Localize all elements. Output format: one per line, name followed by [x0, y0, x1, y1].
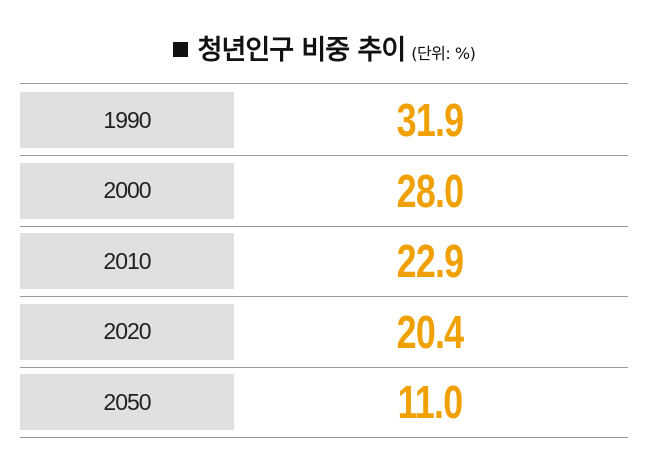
year-cell: 2020 — [20, 303, 234, 360]
value-cell: 31.9 — [396, 94, 464, 146]
table-row: 1990 31.9 — [20, 84, 628, 156]
title-bullet — [172, 42, 188, 57]
title: 청년인구 비중 추이 — [197, 35, 407, 66]
title-bar: 청년인구 비중 추이 (단위: %) — [0, 28, 648, 67]
value-cell: 28.0 — [396, 164, 464, 217]
year-cell: 2050 — [20, 374, 234, 431]
table-row: 2050 11.0 — [20, 366, 628, 439]
value-cell: 11.0 — [397, 376, 464, 429]
table-row: 2000 28.0 — [20, 155, 628, 227]
value-cell: 22.9 — [396, 235, 464, 288]
top-rule — [20, 83, 628, 84]
table-row: 2020 20.4 — [20, 296, 628, 368]
year-cell: 1990 — [20, 92, 234, 148]
table-row: 2010 22.9 — [20, 225, 628, 298]
year-cell: 2000 — [20, 162, 234, 219]
unit-note: (단위: %) — [411, 44, 476, 63]
year-cell: 2010 — [20, 233, 234, 290]
value-cell: 20.4 — [396, 305, 464, 358]
